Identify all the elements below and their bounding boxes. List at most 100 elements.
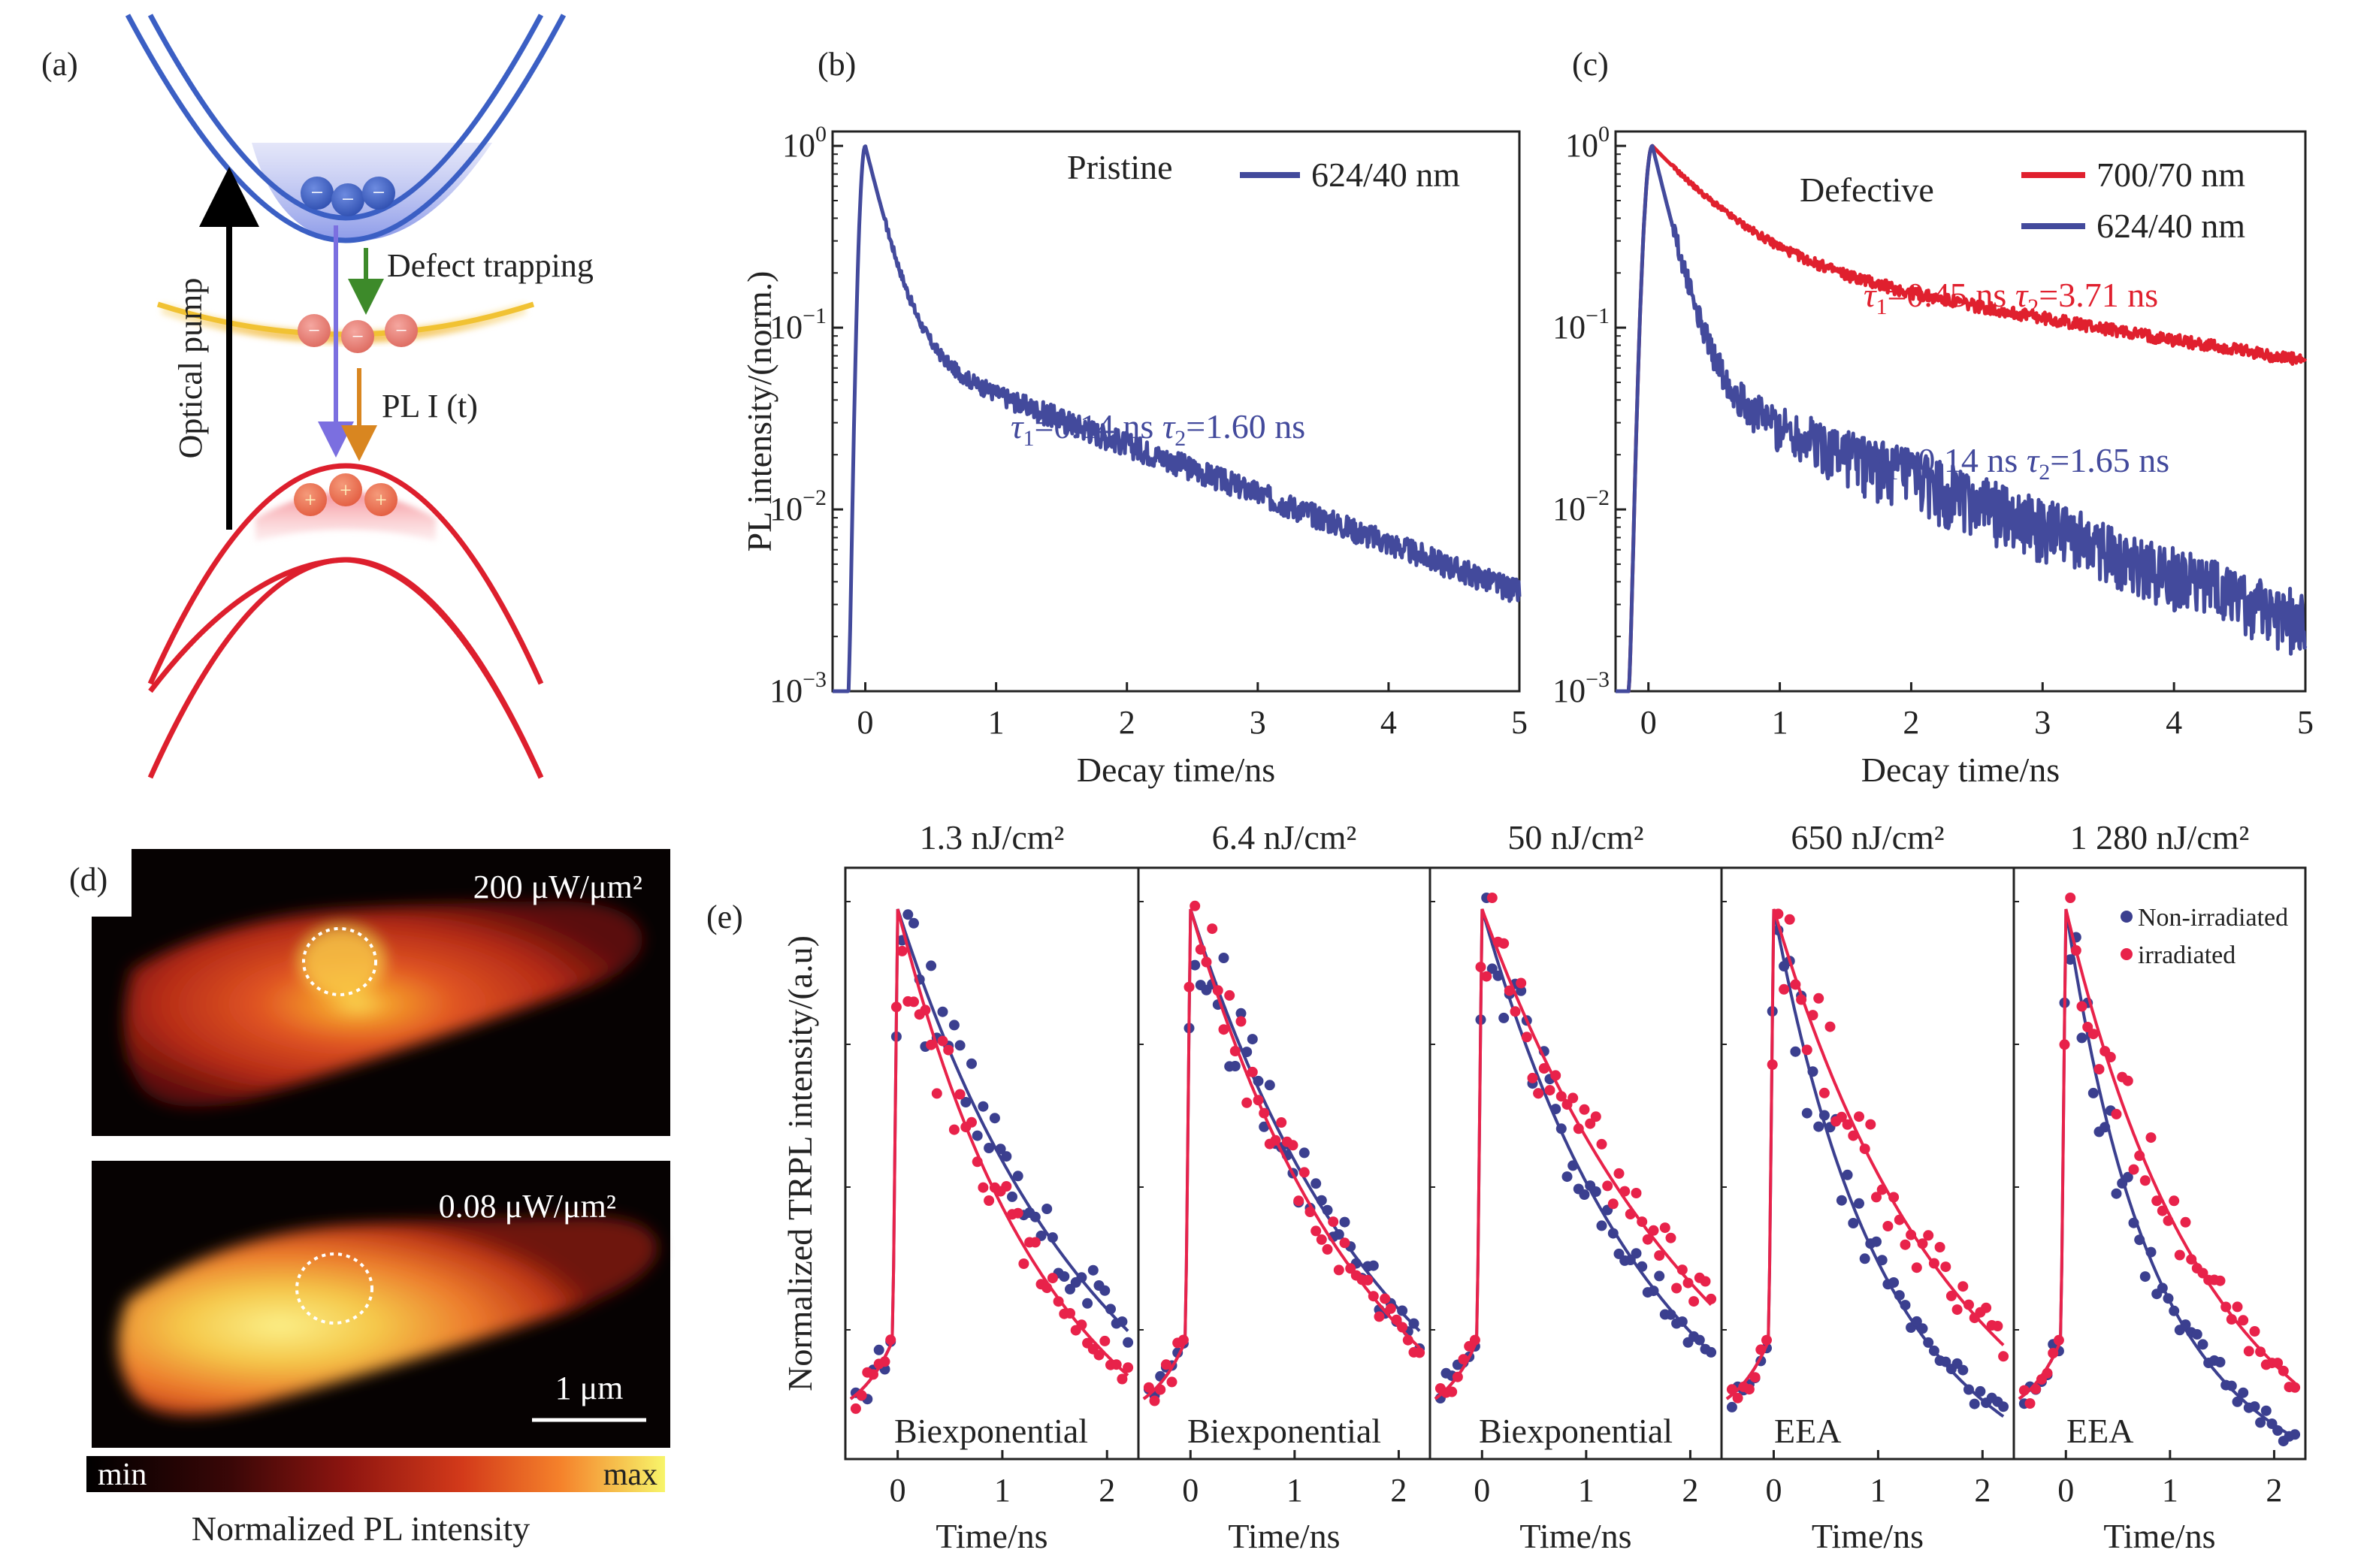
data-point-red <box>1906 1229 1917 1240</box>
data-point-red <box>1951 1304 1963 1316</box>
data-point-red <box>2197 1267 2208 1279</box>
data-point-blue <box>1637 1261 1648 1272</box>
data-point-red <box>1166 1376 1177 1388</box>
data-point-red <box>972 1156 983 1168</box>
data-point-blue <box>2157 1282 2168 1294</box>
data-point-red <box>1241 1097 1253 1108</box>
data-point-blue <box>1975 1385 1986 1397</box>
data-point-red <box>954 1089 966 1100</box>
data-point-blue <box>1190 959 1201 971</box>
x-tick-label: 0 <box>1640 704 1657 741</box>
data-point-red <box>879 1356 890 1367</box>
fit-curve-red <box>1142 908 1421 1400</box>
subplot-frame <box>2012 866 2307 1461</box>
svg-text:−: − <box>308 319 320 343</box>
series-line-62440nm <box>1614 144 2308 693</box>
data-point-red <box>890 1002 902 1013</box>
conduction-band-line-inner <box>147 14 544 221</box>
data-point-red <box>1688 1296 1700 1307</box>
x-tick-label: 5 <box>2297 704 2314 741</box>
data-point-red <box>1402 1334 1413 1346</box>
data-point-red <box>1298 1167 1310 1178</box>
data-point-red <box>1235 1016 1247 1027</box>
data-point-red <box>1177 1334 1189 1346</box>
chart-defective: (c) 0 1 2 3 4 5 100 10−1 10−2 10−3 Decay time/ns De… <box>1552 46 2314 789</box>
data-point-red <box>1047 1273 1058 1284</box>
data-point-blue <box>1087 1264 1099 1276</box>
data-point-red <box>1184 981 1195 992</box>
data-point-red <box>1207 923 1218 935</box>
data-point-red <box>1516 977 1527 989</box>
data-point-blue <box>1029 1211 1041 1222</box>
data-point-blue <box>954 1040 966 1051</box>
subplot-title: 1 280 nJ/cm² <box>2070 818 2250 857</box>
data-point-red <box>1397 1322 1408 1333</box>
data-point-red <box>1665 1232 1676 1243</box>
data-point-red <box>1842 1119 1853 1130</box>
data-point-red <box>1190 900 1201 911</box>
data-point-red <box>1671 1282 1682 1294</box>
data-point-blue <box>1218 953 1229 963</box>
data-point-red <box>868 1369 878 1380</box>
data-point-red <box>2122 1075 2133 1086</box>
data-point-blue <box>1836 1195 1847 1206</box>
data-point-red <box>1414 1347 1425 1358</box>
trpl-subplot: 6.4 nJ/cm² 0 1 2 Time/ns Biexponential <box>1137 818 1431 1555</box>
data-point-red <box>1498 938 1510 949</box>
defect-trapping-label: Defect trapping <box>387 247 594 284</box>
x-tick-label: 2 <box>1682 1472 1698 1509</box>
x-tick-label: 0 <box>890 1472 906 1509</box>
model-label: Biexponential <box>1187 1412 1381 1450</box>
data-point-red <box>1882 1221 1894 1231</box>
data-point-red <box>1475 962 1486 973</box>
data-point-red <box>1229 1046 1241 1056</box>
data-point-blue <box>1911 1316 1922 1327</box>
legend-label: 624/40 nm <box>1311 156 1460 194</box>
data-point-red <box>885 1334 896 1346</box>
data-point-red <box>1345 1263 1356 1274</box>
data-point-blue <box>1298 1147 1310 1159</box>
data-point-red <box>1743 1384 1755 1395</box>
data-point-red <box>1749 1372 1761 1383</box>
power-label-bottom: 0.08 μW/μm² <box>439 1188 616 1225</box>
x-tick-label: 2 <box>2266 1472 2282 1509</box>
band-diagram: (a) − − − − − − + + + Optical pu <box>41 14 594 779</box>
data-point-red <box>1700 1276 1711 1287</box>
data-point-red <box>1380 1293 1391 1304</box>
data-point-red <box>1469 1334 1480 1346</box>
data-point-blue <box>989 1113 1000 1124</box>
defect-band-fill <box>162 302 526 343</box>
data-point-blue <box>2169 1305 2180 1316</box>
data-point-blue <box>2065 954 2076 965</box>
data-point-red <box>1807 1010 1818 1021</box>
data-point-red <box>2024 1398 2036 1409</box>
data-point-red <box>1041 1282 1053 1294</box>
data-point-blue <box>978 1101 989 1112</box>
data-point-blue <box>1940 1356 1951 1367</box>
data-point-red <box>2145 1132 2157 1144</box>
data-point-red <box>1538 1063 1549 1074</box>
data-point-red <box>2111 1108 2122 1119</box>
svg-text:−: − <box>373 180 385 205</box>
plot-frame <box>831 130 1521 693</box>
data-point-red <box>850 1403 861 1414</box>
data-point-blue <box>1316 1195 1327 1206</box>
x-axis-label: Time/ns <box>936 1517 1047 1555</box>
pl-map-bottom-flake <box>118 1216 658 1415</box>
data-point-blue <box>1871 1236 1882 1247</box>
data-point-blue <box>2249 1401 2260 1412</box>
data-point-red <box>1585 1118 1596 1129</box>
panel-label-a: (a) <box>41 46 78 83</box>
data-point-blue <box>1579 1189 1590 1200</box>
data-point-blue <box>1123 1337 1134 1348</box>
data-point-red <box>2087 1029 2099 1040</box>
data-point-red <box>1848 1130 1859 1141</box>
data-point-red <box>1362 1274 1374 1286</box>
data-point-blue <box>873 1344 884 1355</box>
data-point-red <box>2249 1326 2260 1337</box>
x-tick-label: 1 <box>1772 704 1788 741</box>
data-point-red <box>1726 1384 1737 1395</box>
data-point-red <box>1322 1243 1333 1255</box>
data-point-blue <box>1848 1218 1859 1228</box>
data-point-blue <box>1001 1151 1012 1162</box>
